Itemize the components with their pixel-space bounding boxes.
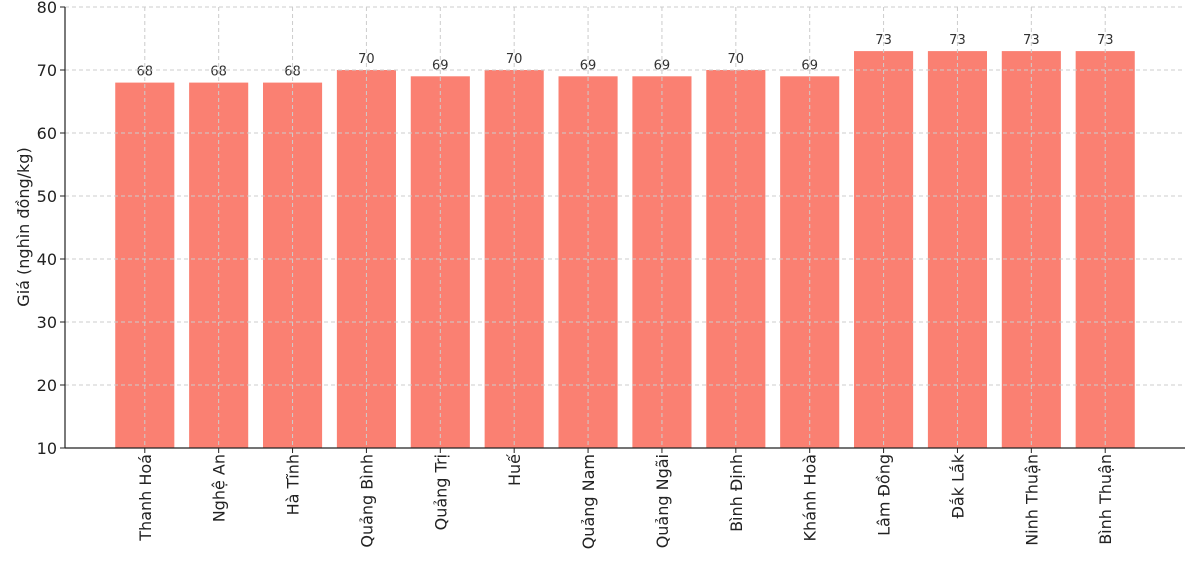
bar-value-label: 73 <box>1023 33 1040 48</box>
y-tick-label: 20 <box>37 376 57 395</box>
x-tick-label: Ninh Thuận <box>1022 454 1041 546</box>
x-tick-label: Quảng Nam <box>579 454 598 549</box>
bar-value-label: 73 <box>875 33 892 48</box>
y-tick-label: 80 <box>37 0 57 17</box>
x-tick-label: Nghệ An <box>210 454 229 522</box>
x-tick-label: Quảng Bình <box>357 454 376 548</box>
axes: Thanh Hoá Nghệ An Hà Tĩnh Quảng Bình Quảng T… <box>37 0 1185 549</box>
x-tick-label: Khánh Hoà <box>801 454 820 541</box>
y-tick-label: 40 <box>37 250 57 269</box>
x-tick-label: Đắk Lắk <box>948 453 967 518</box>
x-tick-label: Quảng Ngãi <box>653 454 672 548</box>
bar-value-label: 73 <box>949 33 966 48</box>
grid <box>65 6 1185 448</box>
x-tick-label: Huế <box>505 454 524 486</box>
y-tick-label: 60 <box>37 124 57 143</box>
x-tick-label: Thanh Hoá <box>136 454 155 542</box>
x-tick-label: Bình Thuận <box>1096 454 1115 545</box>
y-tick-label: 50 <box>37 187 57 206</box>
x-tick-label: Lâm Đồng <box>875 454 894 536</box>
x-tick-label: Hà Tĩnh <box>284 454 303 515</box>
y-axis-label: Giá (nghìn đồng/kg) <box>14 147 33 306</box>
x-tick-label: Quảng Trị <box>431 454 450 530</box>
y-tick-label: 70 <box>37 61 57 80</box>
y-tick-label: 30 <box>37 313 57 332</box>
x-tick-label: Bình Định <box>727 454 746 532</box>
y-tick-label: 10 <box>37 439 57 458</box>
bar-value-label: 73 <box>1097 33 1114 48</box>
